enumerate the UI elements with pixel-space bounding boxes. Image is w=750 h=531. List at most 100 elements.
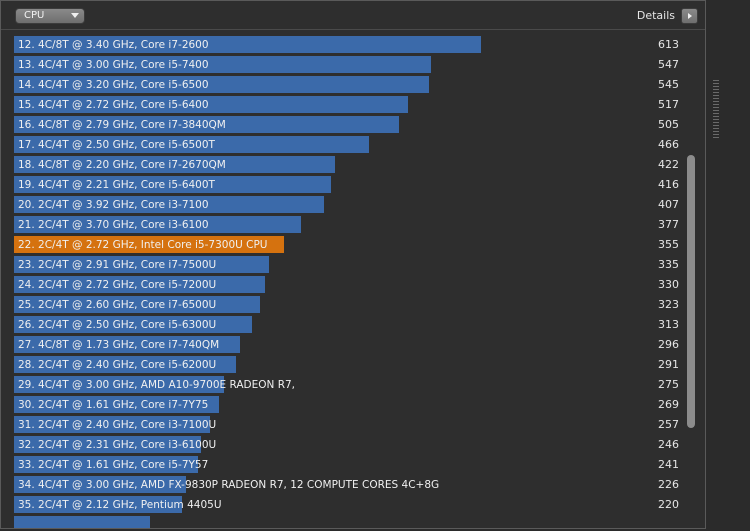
row-score: 323 — [658, 298, 679, 311]
row-score: 335 — [658, 258, 679, 271]
row-score: 466 — [658, 138, 679, 151]
row-score: 422 — [658, 158, 679, 171]
score-bar — [14, 336, 240, 353]
row-label: 17. 4C/4T @ 2.50 GHz, Core i5-6500T — [18, 139, 215, 151]
category-dropdown[interactable]: CPU — [15, 8, 85, 24]
row-label: 20. 2C/4T @ 3.92 GHz, Core i3-7100 — [18, 199, 209, 211]
row-label: 13. 4C/4T @ 3.00 GHz, Core i5-7400 — [18, 59, 209, 71]
row-label: 30. 2C/4T @ 1.61 GHz, Core i7-7Y75 — [18, 399, 209, 411]
table-row[interactable]: 18. 4C/8T @ 2.20 GHz, Core i7-2670QM 422 — [1, 154, 685, 174]
table-row[interactable]: 30. 2C/4T @ 1.61 GHz, Core i7-7Y75 269 — [1, 394, 685, 414]
ranking-list[interactable]: 12. 4C/8T @ 3.40 GHz, Core i7-2600 613 13.… — [1, 30, 685, 528]
table-row[interactable] — [1, 514, 685, 528]
row-label: 25. 2C/4T @ 2.60 GHz, Core i7-6500U — [18, 299, 217, 311]
vertical-scrollbar[interactable] — [686, 30, 696, 528]
row-score: 505 — [658, 118, 679, 131]
score-bar — [14, 236, 284, 253]
table-row[interactable]: 35. 2C/4T @ 2.12 GHz, Pentium 4405U 220 — [1, 494, 685, 514]
category-dropdown-value: CPU — [24, 10, 45, 21]
table-row[interactable]: 32. 2C/4T @ 2.31 GHz, Core i3-6100U 246 — [1, 434, 685, 454]
row-score: 545 — [658, 78, 679, 91]
table-row[interactable]: 27. 4C/8T @ 1.73 GHz, Core i7-740QM 296 — [1, 334, 685, 354]
score-bar — [14, 516, 150, 528]
score-bar — [14, 456, 198, 473]
row-label: 29. 4C/4T @ 3.00 GHz, AMD A10-9700E RADE… — [18, 379, 296, 391]
score-bar — [14, 496, 182, 513]
table-row[interactable]: 19. 4C/4T @ 2.21 GHz, Core i5-6400T 416 — [1, 174, 685, 194]
details-button[interactable] — [681, 8, 698, 24]
table-row[interactable]: 31. 2C/4T @ 2.40 GHz, Core i3-7100U 257 — [1, 414, 685, 434]
row-label: 12. 4C/8T @ 3.40 GHz, Core i7-2600 — [18, 39, 209, 51]
row-label: 32. 2C/4T @ 2.31 GHz, Core i3-6100U — [18, 439, 217, 451]
row-score: 269 — [658, 398, 679, 411]
row-label: 33. 2C/4T @ 1.61 GHz, Core i5-7Y57 — [18, 459, 209, 471]
row-score: 257 — [658, 418, 679, 431]
row-label: 27. 4C/8T @ 1.73 GHz, Core i7-740QM — [18, 339, 220, 351]
score-bar — [14, 76, 429, 93]
row-score: 241 — [658, 458, 679, 471]
row-score: 517 — [658, 98, 679, 111]
scrollbar-thumb[interactable] — [687, 155, 695, 428]
table-row-current[interactable]: 22. 2C/4T @ 2.72 GHz, Intel Core i5-7300… — [1, 234, 685, 254]
row-label: 28. 2C/4T @ 2.40 GHz, Core i5-6200U — [18, 359, 217, 371]
row-label: 23. 2C/4T @ 2.91 GHz, Core i7-7500U — [18, 259, 217, 271]
table-row[interactable]: 17. 4C/4T @ 2.50 GHz, Core i5-6500T 466 — [1, 134, 685, 154]
chevron-down-icon — [71, 13, 79, 18]
table-row[interactable]: 29. 4C/4T @ 3.00 GHz, AMD A10-9700E RADE… — [1, 374, 685, 394]
row-label: 26. 2C/4T @ 2.50 GHz, Core i5-6300U — [18, 319, 217, 331]
table-row[interactable]: 20. 2C/4T @ 3.92 GHz, Core i3-7100 407 — [1, 194, 685, 214]
table-row[interactable]: 15. 4C/4T @ 2.72 GHz, Core i5-6400 517 — [1, 94, 685, 114]
table-row[interactable]: 33. 2C/4T @ 1.61 GHz, Core i5-7Y57 241 — [1, 454, 685, 474]
score-bar — [14, 436, 201, 453]
score-bar — [14, 56, 431, 73]
score-bar — [14, 376, 224, 393]
score-bar — [14, 196, 324, 213]
score-bar — [14, 276, 265, 293]
row-label: 19. 4C/4T @ 2.21 GHz, Core i5-6400T — [18, 179, 215, 191]
table-row[interactable]: 23. 2C/4T @ 2.91 GHz, Core i7-7500U 335 — [1, 254, 685, 274]
score-bar — [14, 96, 408, 113]
table-row[interactable]: 28. 2C/4T @ 2.40 GHz, Core i5-6200U 291 — [1, 354, 685, 374]
table-row[interactable]: 26. 2C/4T @ 2.50 GHz, Core i5-6300U 313 — [1, 314, 685, 334]
row-score: 275 — [658, 378, 679, 391]
score-bar — [14, 396, 219, 413]
table-row[interactable]: 13. 4C/4T @ 3.00 GHz, Core i5-7400 547 — [1, 54, 685, 74]
row-score: 291 — [658, 358, 679, 371]
resize-grip-icon[interactable] — [713, 80, 719, 138]
arrow-right-icon — [688, 13, 692, 19]
row-label: 34. 4C/4T @ 3.00 GHz, AMD FX-9830P RADEO… — [18, 479, 440, 491]
row-score: 226 — [658, 478, 679, 491]
table-row[interactable]: 34. 4C/4T @ 3.00 GHz, AMD FX-9830P RADEO… — [1, 474, 685, 494]
row-score: 407 — [658, 198, 679, 211]
row-score: 296 — [658, 338, 679, 351]
score-bar — [14, 36, 481, 53]
table-row[interactable]: 16. 4C/8T @ 2.79 GHz, Core i7-3840QM 505 — [1, 114, 685, 134]
score-bar — [14, 256, 269, 273]
row-score: 416 — [658, 178, 679, 191]
details-link[interactable]: Details — [636, 9, 675, 22]
score-bar — [14, 316, 252, 333]
score-bar — [14, 216, 301, 233]
table-row[interactable]: 12. 4C/8T @ 3.40 GHz, Core i7-2600 613 — [1, 34, 685, 54]
row-score: 355 — [658, 238, 679, 251]
row-score: 220 — [658, 498, 679, 511]
row-score: 547 — [658, 58, 679, 71]
score-bar — [14, 156, 335, 173]
row-label: 14. 4C/4T @ 3.20 GHz, Core i5-6500 — [18, 79, 209, 91]
row-label: 24. 2C/4T @ 2.72 GHz, Core i5-7200U — [18, 279, 217, 291]
score-bar — [14, 136, 369, 153]
score-bar — [14, 476, 186, 493]
table-row[interactable]: 21. 2C/4T @ 3.70 GHz, Core i3-6100 377 — [1, 214, 685, 234]
table-row[interactable]: 14. 4C/4T @ 3.20 GHz, Core i5-6500 545 — [1, 74, 685, 94]
score-bar — [14, 416, 210, 433]
table-row[interactable]: 25. 2C/4T @ 2.60 GHz, Core i7-6500U 323 — [1, 294, 685, 314]
row-score: 313 — [658, 318, 679, 331]
score-bar — [14, 176, 331, 193]
panel-header: CPU Details — [1, 1, 705, 30]
row-score: 246 — [658, 438, 679, 451]
row-label: 22. 2C/4T @ 2.72 GHz, Intel Core i5-7300… — [18, 239, 268, 251]
score-bar — [14, 296, 260, 313]
table-row[interactable]: 24. 2C/4T @ 2.72 GHz, Core i5-7200U 330 — [1, 274, 685, 294]
row-label: 18. 4C/8T @ 2.20 GHz, Core i7-2670QM — [18, 159, 226, 171]
row-label: 21. 2C/4T @ 3.70 GHz, Core i3-6100 — [18, 219, 209, 231]
